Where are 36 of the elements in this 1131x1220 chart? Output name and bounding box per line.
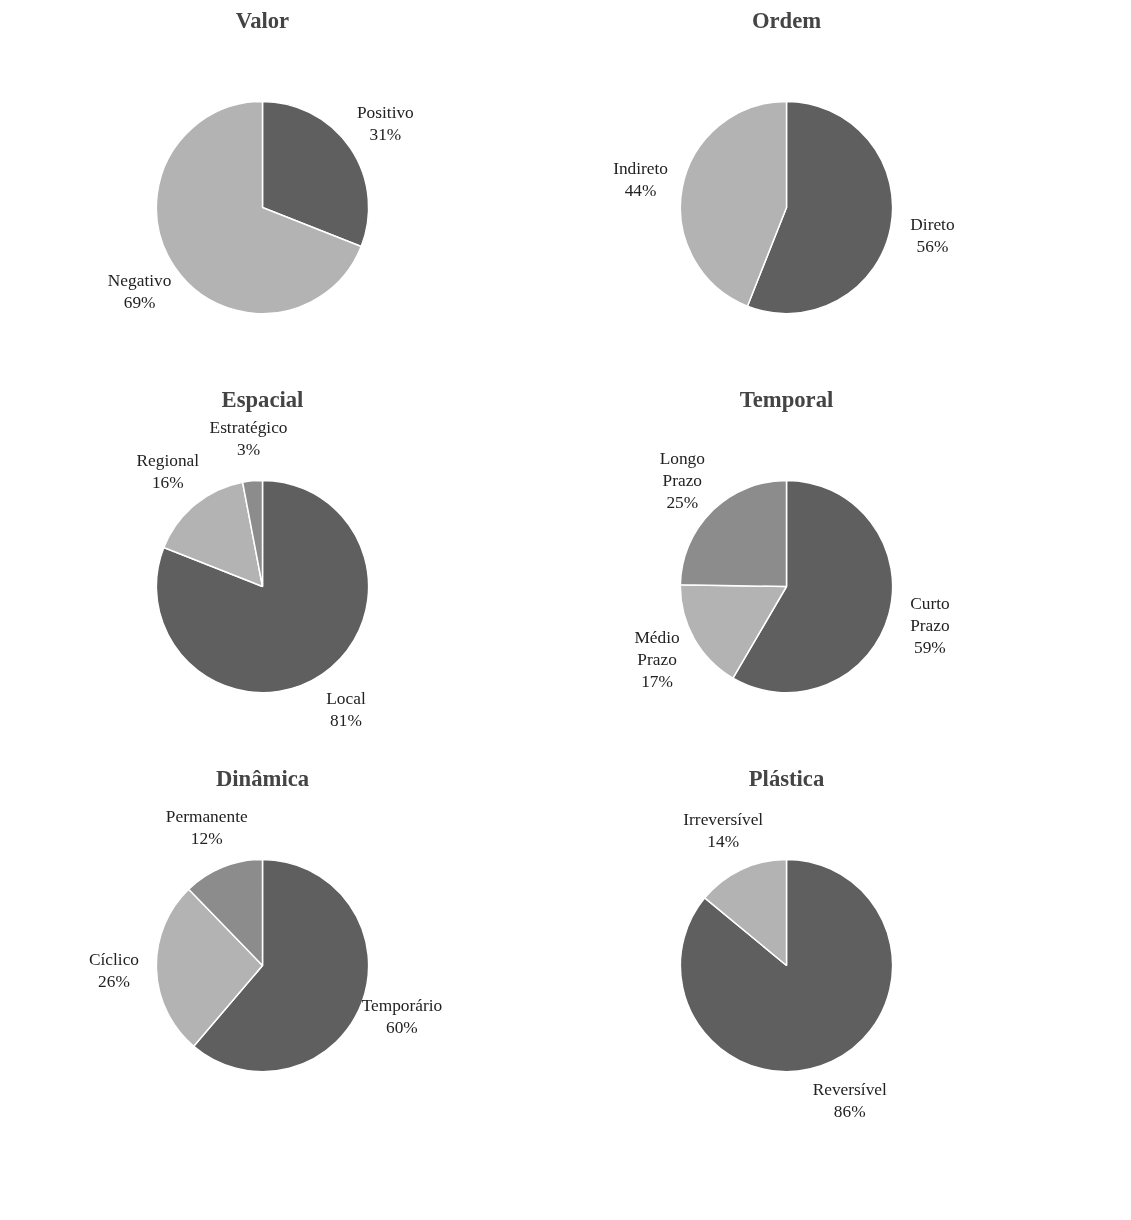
slice-label: Temporário [361, 996, 443, 1016]
slice-label: Local [326, 689, 366, 709]
slice-label: Negativo [107, 270, 172, 290]
slice-label: Direto [910, 214, 955, 234]
data-label: 25% [666, 492, 699, 512]
data-label: 16% [151, 473, 184, 493]
slice-label: Regional [136, 451, 200, 471]
chart-title: Dinâmica [215, 765, 310, 791]
slice-label: Indireto [613, 159, 668, 179]
data-label: 14% [707, 832, 740, 852]
slice-label: Cíclico [88, 949, 140, 969]
data-label: 26% [98, 971, 130, 991]
slice-label: Permanente [165, 807, 248, 827]
slice-label: Reversível [812, 1079, 887, 1099]
chart-title: Plástica [748, 765, 825, 791]
chart-title: Ordem [751, 7, 822, 33]
data-label: 17% [641, 671, 673, 691]
data-label: 3% [236, 439, 261, 459]
slice-label: Médio Prazo [634, 628, 680, 670]
slice-label: Irreversível [683, 810, 764, 830]
slice-label: Longo Prazo [659, 449, 705, 490]
data-label: 69% [123, 292, 156, 312]
data-label: 31% [369, 125, 402, 145]
data-label: 60% [386, 1018, 418, 1038]
data-label: 81% [330, 710, 362, 730]
data-label: 44% [624, 181, 657, 201]
slice-label: Estratégico [209, 417, 288, 437]
data-label: 12% [190, 829, 223, 849]
data-label: 56% [916, 236, 949, 256]
chart-title: Temporal [739, 386, 834, 412]
slice-label: Positivo [356, 103, 414, 123]
chart-title: Espacial [221, 386, 304, 412]
chart-title: Valor [235, 7, 290, 33]
data-label: 59% [914, 637, 946, 657]
slice-label: Curto Prazo [910, 594, 950, 635]
data-label: 86% [833, 1101, 866, 1121]
